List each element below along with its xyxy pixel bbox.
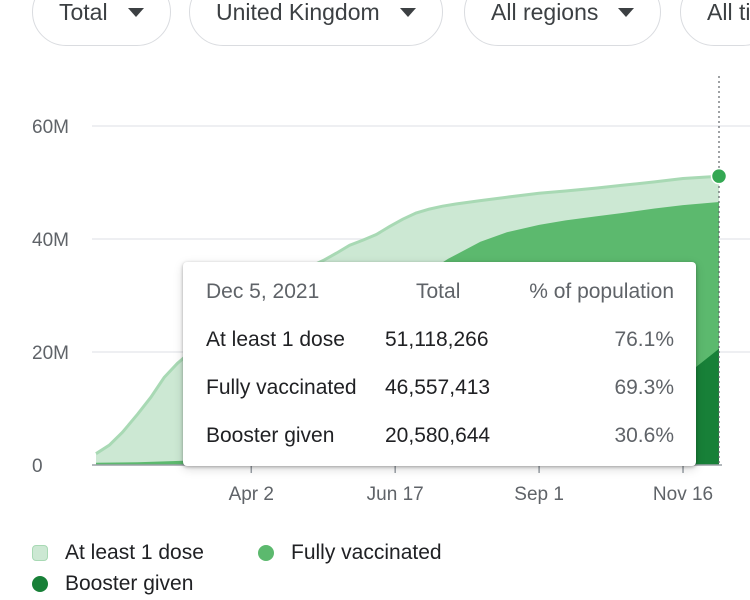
region-filter-chip[interactable]: All regions (464, 0, 662, 46)
x-tick-label: Nov 16 (653, 484, 713, 505)
tooltip-row-total: 51,118,266 (385, 328, 489, 351)
legend-label: Booster given (65, 572, 194, 595)
tooltip-row-pct: 76.1% (614, 328, 674, 351)
location-filter-label: United Kingdom (216, 0, 380, 25)
time-filter-label: All ti (707, 0, 750, 25)
tooltip-row-total: 20,580,644 (385, 424, 491, 447)
x-tick-label: Sep 1 (514, 484, 564, 505)
tooltip-row-label: Booster given (206, 424, 335, 447)
tooltip-row-label: At least 1 dose (206, 328, 345, 351)
region-filter-label: All regions (491, 0, 599, 25)
legend-item-booster-given[interactable]: Booster given (32, 572, 193, 596)
tooltip-row-total: 46,557,413 (385, 376, 491, 399)
dropdown-caret-icon (618, 7, 635, 17)
y-tick-label: 0 (32, 456, 43, 477)
y-tick-label: 40M (32, 230, 69, 251)
tooltip-row-pct: 30.6% (614, 424, 674, 447)
metric-filter-chip[interactable]: Total (32, 0, 171, 46)
tooltip-row-pct: 69.3% (614, 376, 674, 399)
metric-filter-label: Total (59, 0, 108, 25)
dropdown-caret-icon (399, 7, 416, 17)
hover-point (710, 167, 728, 185)
legend-item-fully-vaccinated[interactable]: Fully vaccinated (258, 541, 442, 565)
x-tick-label: Apr 2 (229, 484, 274, 505)
tooltip-col-total: Total (416, 280, 461, 303)
y-tick-label: 20M (32, 343, 69, 364)
tooltip-col-pct: % of population (529, 280, 674, 303)
data-tooltip: Dec 5, 2021 Total % of population At lea… (183, 262, 696, 466)
legend-item-at-least-1-dose[interactable]: At least 1 dose (32, 541, 204, 565)
legend-dot-icon (32, 576, 48, 592)
legend-label: Fully vaccinated (291, 541, 442, 564)
series-line-0 (95, 174, 720, 455)
dropdown-caret-icon (127, 7, 144, 17)
x-tick-label: Jun 17 (367, 484, 424, 505)
tooltip-row-label: Fully vaccinated (206, 376, 357, 399)
legend-dot-icon (258, 545, 274, 561)
time-filter-chip[interactable]: All ti (680, 0, 750, 46)
legend-swatch-icon (32, 545, 48, 561)
legend-label: At least 1 dose (65, 541, 204, 564)
tooltip-date: Dec 5, 2021 (206, 280, 320, 303)
y-tick-label: 60M (32, 117, 69, 138)
hover-indicator (710, 76, 728, 465)
